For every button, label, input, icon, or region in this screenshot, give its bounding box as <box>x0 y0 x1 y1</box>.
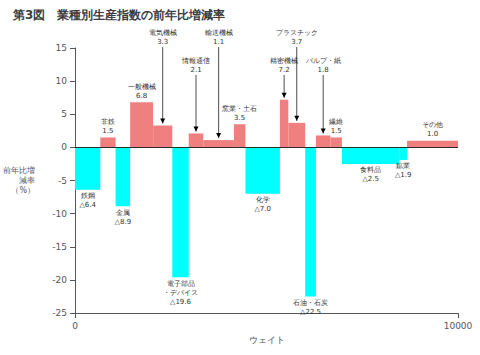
svg-text:プラスチック: プラスチック <box>276 29 318 37</box>
svg-text:△22.5: △22.5 <box>300 308 321 316</box>
svg-text:ウェイト: ウェイト <box>249 335 285 345</box>
svg-text:-5: -5 <box>58 176 67 186</box>
svg-text:1.5: 1.5 <box>331 127 342 135</box>
svg-text:-25: -25 <box>52 308 67 318</box>
svg-text:電気機械: 電気機械 <box>149 29 177 37</box>
svg-text:窯業・土石: 窯業・土石 <box>222 105 257 113</box>
svg-text:7.2: 7.2 <box>279 66 290 74</box>
svg-text:その他: その他 <box>422 121 443 129</box>
svg-text:10000: 10000 <box>444 321 473 331</box>
svg-text:△7.0: △7.0 <box>254 205 271 213</box>
svg-text:輸送機械: 輸送機械 <box>205 29 233 37</box>
svg-text:減率: 減率 <box>19 176 35 185</box>
svg-text:-15: -15 <box>52 242 67 252</box>
svg-text:（%）: （%） <box>11 186 35 195</box>
svg-text:鉄鋼: 鉄鋼 <box>81 192 95 200</box>
svg-text:繊維: 繊維 <box>328 118 343 126</box>
svg-text:△2.5: △2.5 <box>362 175 379 183</box>
svg-text:情報通信: 情報通信 <box>181 57 210 65</box>
svg-text:一般機械: 一般機械 <box>128 83 156 91</box>
svg-text:10: 10 <box>56 76 68 86</box>
svg-text:-10: -10 <box>52 209 67 219</box>
svg-text:食料品: 食料品 <box>360 166 381 174</box>
svg-text:15: 15 <box>56 43 67 53</box>
svg-text:前年比増: 前年比増 <box>3 166 35 175</box>
svg-text:△6.4: △6.4 <box>79 201 96 209</box>
svg-text:0: 0 <box>72 321 78 331</box>
svg-text:・デバイス: ・デバイス <box>163 289 198 297</box>
svg-text:△19.6: △19.6 <box>170 298 192 306</box>
svg-text:3.7: 3.7 <box>291 38 302 46</box>
svg-text:3.5: 3.5 <box>234 114 245 122</box>
svg-text:鉱業: 鉱業 <box>396 162 410 170</box>
svg-text:2.1: 2.1 <box>190 66 201 74</box>
svg-text:1.5: 1.5 <box>102 127 113 135</box>
svg-text:電子部品: 電子部品 <box>167 280 195 288</box>
svg-text:6.8: 6.8 <box>136 92 147 100</box>
svg-text:化学: 化学 <box>256 196 270 204</box>
svg-text:非鉄: 非鉄 <box>101 118 115 126</box>
svg-text:パルプ・紙: パルプ・紙 <box>305 57 341 65</box>
svg-text:1.8: 1.8 <box>318 66 329 74</box>
svg-text:-20: -20 <box>52 275 67 285</box>
svg-text:△1.9: △1.9 <box>395 171 412 179</box>
svg-text:1.0: 1.0 <box>427 130 438 138</box>
svg-text:3.3: 3.3 <box>157 38 168 46</box>
svg-text:石油・石炭: 石油・石炭 <box>293 299 328 307</box>
svg-text:第3図 業種別生産指数の前年比増減率: 第3図 業種別生産指数の前年比増減率 <box>12 8 225 22</box>
svg-text:5: 5 <box>61 109 67 119</box>
svg-text:△8.9: △8.9 <box>115 218 132 226</box>
svg-text:1.1: 1.1 <box>213 38 224 46</box>
svg-text:精密機械: 精密機械 <box>270 57 298 65</box>
svg-text:金属: 金属 <box>116 209 130 217</box>
svg-text:0: 0 <box>61 142 67 152</box>
